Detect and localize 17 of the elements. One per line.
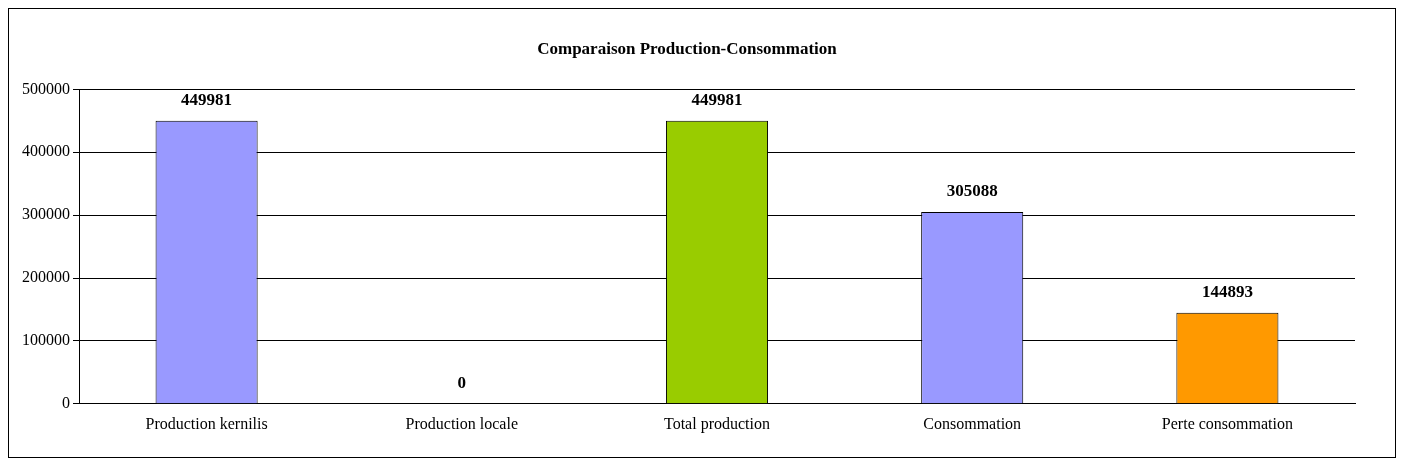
y-tick-label: 300000 xyxy=(22,205,70,223)
data-label: 305088 xyxy=(946,180,998,200)
y-tick-label: 400000 xyxy=(22,142,70,160)
x-tick-label: Production locale xyxy=(405,414,519,432)
data-label: 0 xyxy=(457,372,467,392)
data-label: 449981 xyxy=(691,89,743,109)
y-tick-label: 100000 xyxy=(22,331,70,349)
data-label: 144893 xyxy=(1201,281,1253,301)
y-tick-label: 0 xyxy=(62,394,70,411)
y-tick-label: 200000 xyxy=(22,268,70,286)
x-tick-label: Perte consommation xyxy=(1161,414,1293,432)
data-label: 449981 xyxy=(181,89,233,109)
chart-title: Comparaison Production-Consommation xyxy=(537,38,838,58)
y-tick-label: 500000 xyxy=(22,79,70,97)
x-tick-label: Production kernilis xyxy=(145,414,268,432)
x-tick-label: Total production xyxy=(664,414,770,433)
x-tick-label: Consommation xyxy=(923,414,1022,432)
